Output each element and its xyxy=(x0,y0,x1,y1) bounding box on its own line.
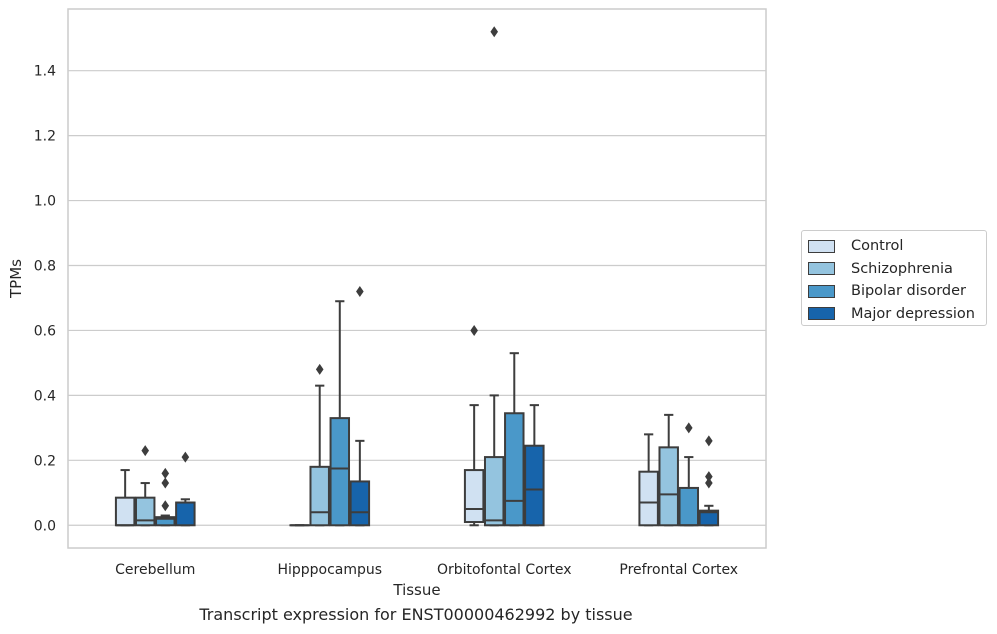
y-axis-title: TPMs xyxy=(7,259,25,299)
legend-label: Bipolar disorder xyxy=(851,283,966,300)
box-plot xyxy=(524,404,545,527)
box xyxy=(175,501,196,527)
x-tick-label: Prefrontal Cortex xyxy=(619,562,738,578)
box-plot xyxy=(504,352,525,527)
outlier-point xyxy=(161,500,170,512)
legend-item-major-depression: Major depression xyxy=(808,303,986,326)
outlier-point xyxy=(181,451,190,463)
box xyxy=(463,469,485,524)
box xyxy=(504,412,525,527)
chart-caption: Transcript expression for ENST0000046299… xyxy=(199,605,633,624)
box xyxy=(114,496,136,527)
x-tick-label: Orbitofontal Cortex xyxy=(437,562,572,578)
box xyxy=(349,480,371,527)
legend-item-control: Control xyxy=(808,235,986,258)
box-plot xyxy=(114,469,136,527)
x-tick-label: Cerebellum xyxy=(115,562,195,578)
outlier-point xyxy=(356,285,364,297)
outlier-point xyxy=(705,471,713,483)
outlier-point xyxy=(315,363,324,375)
legend-swatch xyxy=(808,307,835,321)
y-tick-label: 0.4 xyxy=(34,388,56,404)
outlier-point xyxy=(141,445,150,457)
box-plot xyxy=(349,285,371,527)
box-plot xyxy=(678,422,700,527)
box xyxy=(524,444,545,527)
legend-swatch xyxy=(808,262,835,276)
x-axis-title: Tissue xyxy=(392,581,440,599)
outlier-point xyxy=(490,26,499,38)
outlier-point xyxy=(161,467,170,479)
y-tick-label: 1.2 xyxy=(34,129,56,145)
y-tick-label: 1.4 xyxy=(34,64,56,80)
box-plot xyxy=(463,324,485,527)
legend: Control Schizophrenia Bipolar disorder M… xyxy=(801,230,987,326)
box xyxy=(483,456,505,527)
box xyxy=(638,470,659,527)
box-plot xyxy=(698,435,720,527)
x-tick-labels: Cerebellum Hipppocampus Orbitofontal Corte… xyxy=(115,562,738,578)
box-plot xyxy=(483,26,505,527)
legend-swatch xyxy=(808,284,835,298)
y-tick-labels: 0.0 0.2 0.4 0.6 0.8 1.0 1.2 1.4 xyxy=(34,64,56,535)
plot-frame xyxy=(67,8,767,549)
legend-label: Schizophrenia xyxy=(851,260,953,277)
box xyxy=(678,486,700,527)
box-plot xyxy=(155,467,176,527)
box xyxy=(134,496,156,527)
outlier-point xyxy=(684,422,693,434)
boxplots xyxy=(114,26,720,527)
y-tick-label: 0.6 xyxy=(34,323,56,339)
y-tick-label: 0.0 xyxy=(34,518,56,534)
legend-label: Control xyxy=(851,238,904,255)
box xyxy=(309,465,330,527)
box xyxy=(658,446,679,527)
outlier-point xyxy=(705,477,713,489)
box-plot xyxy=(638,433,659,527)
y-tick-label: 0.2 xyxy=(34,453,56,469)
outlier-point xyxy=(161,477,170,489)
y-tick-label: 0.8 xyxy=(34,259,56,275)
box-plot xyxy=(658,413,679,527)
box xyxy=(698,509,720,527)
box-plot xyxy=(175,451,196,527)
box-plot xyxy=(329,300,351,527)
outlier-point xyxy=(705,435,713,447)
box xyxy=(329,417,351,527)
legend-label: Major depression xyxy=(851,305,975,322)
outlier-point xyxy=(470,324,478,336)
box xyxy=(155,516,176,527)
legend-item-bipolar-disorder: Bipolar disorder xyxy=(808,280,986,303)
legend-item-schizophrenia: Schizophrenia xyxy=(808,258,986,281)
x-tick-label: Hipppocampus xyxy=(277,562,382,578)
box-plot xyxy=(309,363,330,527)
y-tick-label: 1.0 xyxy=(34,194,56,210)
box-plot xyxy=(134,445,156,527)
legend-swatch xyxy=(808,239,835,253)
